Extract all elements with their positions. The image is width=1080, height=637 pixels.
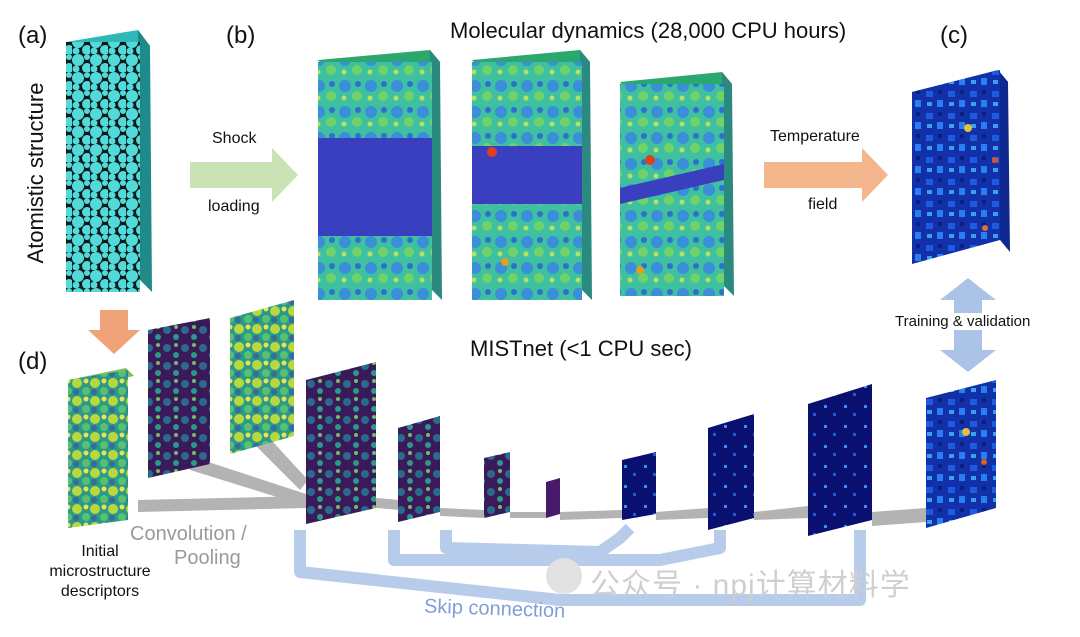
temperature-field-arrow <box>764 148 888 202</box>
wechat-icon <box>546 558 582 594</box>
initial-descriptors-caption: Initial microstructure descriptors <box>30 542 170 602</box>
training-validation-label: Training & validation <box>893 313 1033 330</box>
temperature-label-line2: field <box>808 196 838 213</box>
md-slab-2 <box>472 50 592 300</box>
initial-caption-line2: microstructure <box>49 563 151 580</box>
feature-map-dark-1 <box>148 318 210 478</box>
initial-caption-line1: Initial <box>81 543 119 560</box>
temperature-field-slab <box>912 70 1010 264</box>
skip-connections <box>294 523 866 606</box>
atomistic-structure-label: Atomistic structure <box>23 82 48 264</box>
watermark-text: 公众号 · npj计算材料学 <box>590 569 911 602</box>
temperature-label-line1: Temperature <box>770 128 860 145</box>
atomistic-structure-slab <box>66 30 152 292</box>
md-title: Molecular dynamics (28,000 CPU hours) <box>450 18 847 43</box>
conv-label-line2: Pooling <box>174 547 241 569</box>
feature-map-bright-1 <box>230 300 294 454</box>
panel-label-b: (b) <box>226 22 256 49</box>
panel-label-c: (c) <box>940 22 968 49</box>
feature-map-decoder-1 <box>622 452 656 520</box>
feature-map-decoder-3 <box>808 384 872 536</box>
mistnet-title: MISTnet (<1 CPU sec) <box>470 336 692 361</box>
panel-label-a: (a) <box>18 22 48 49</box>
feature-map-encoder-1 <box>306 362 376 524</box>
shock-loading-arrow <box>190 148 298 202</box>
skip-connection-label: Skip connection <box>423 595 566 623</box>
descriptor-arrow <box>88 310 140 354</box>
conv-pooling-label: Convolution / Pooling <box>130 522 247 570</box>
md-slab-3 <box>620 72 734 296</box>
initial-caption-line3: descriptors <box>60 583 140 600</box>
shock-label-line1: Shock <box>212 130 257 147</box>
feature-map-decoder-2 <box>708 414 754 530</box>
panel-label-d: (d) <box>18 348 48 375</box>
conv-label-line1: Convolution / <box>130 523 247 545</box>
md-slab-1 <box>318 50 442 300</box>
shock-label-line2: loading <box>208 198 260 215</box>
initial-descriptor-slab <box>68 368 134 528</box>
predicted-temperature-slab <box>926 380 996 528</box>
conv-connectors <box>138 430 926 526</box>
feature-map-encoder-3 <box>484 452 510 518</box>
feature-map-bottleneck <box>546 478 560 518</box>
feature-map-encoder-2 <box>398 416 440 522</box>
